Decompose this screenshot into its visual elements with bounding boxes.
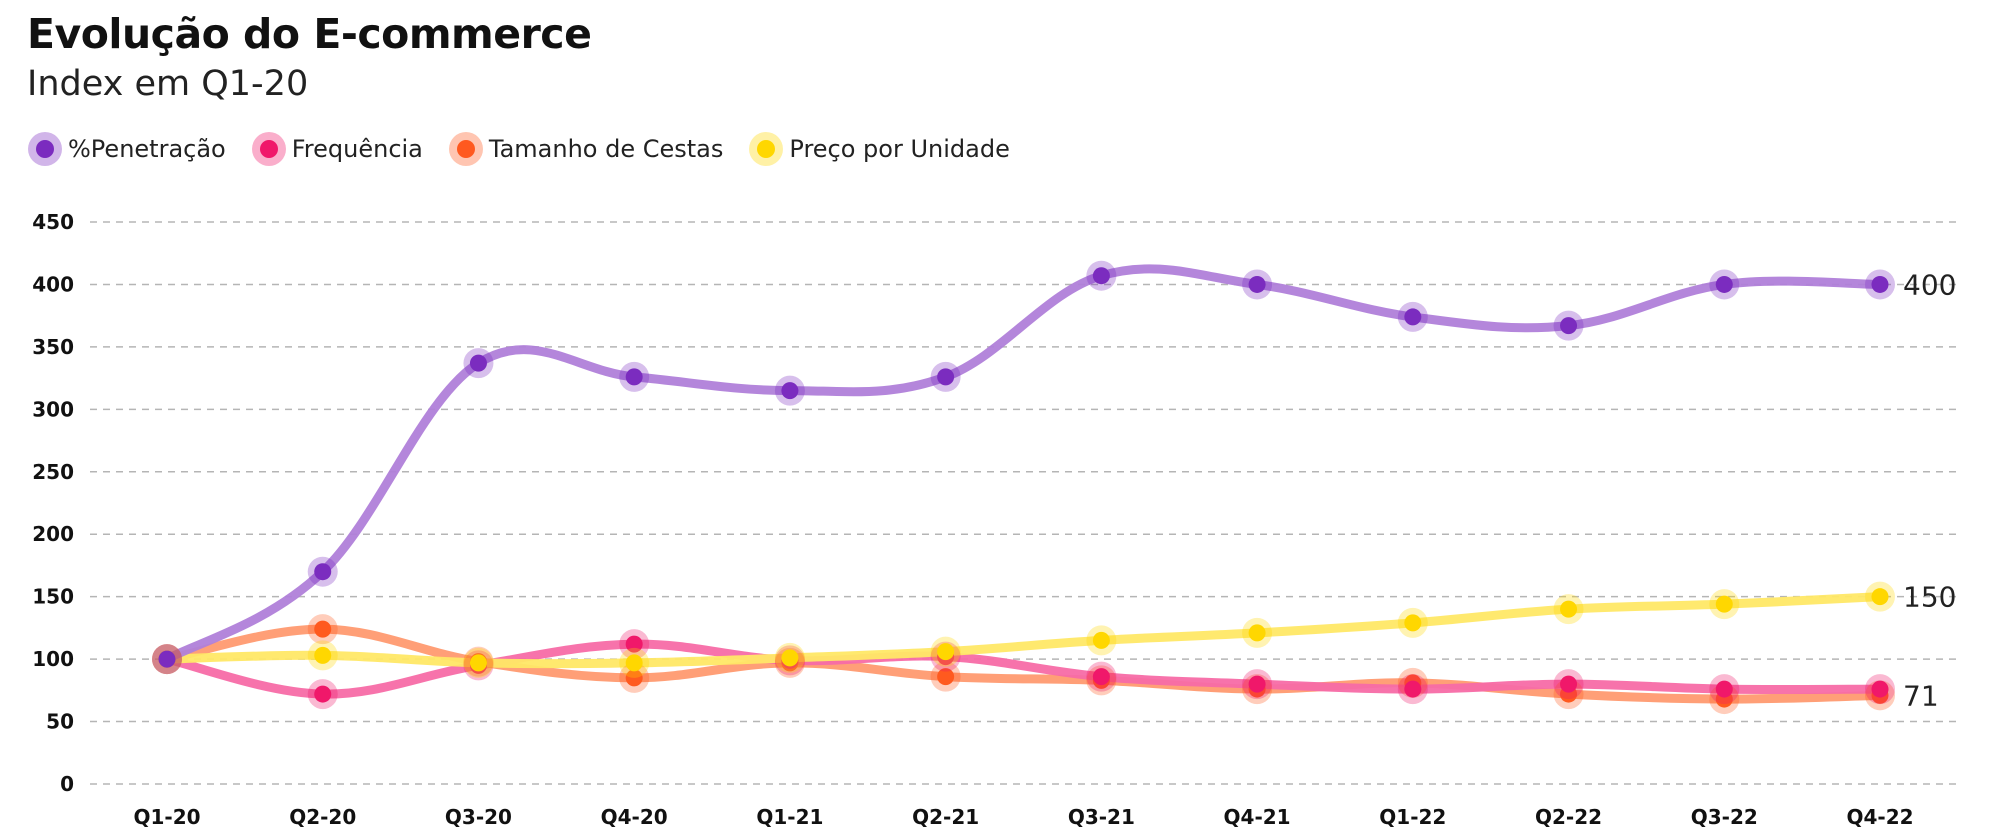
series-line-0 <box>162 264 1885 664</box>
data-point[interactable] <box>1715 595 1733 613</box>
data-point[interactable] <box>1871 275 1889 293</box>
y-tick-label: 200 <box>32 522 74 546</box>
data-point[interactable] <box>625 368 643 386</box>
data-point[interactable] <box>625 635 643 653</box>
series-lines <box>162 264 1885 704</box>
legend-label-preco-unidade: Preço por Unidade <box>789 135 1010 163</box>
data-point[interactable] <box>1715 275 1733 293</box>
x-tick-label: Q1-22 <box>1379 805 1446 829</box>
end-value-label: 400 <box>1903 268 1956 301</box>
data-point[interactable] <box>1871 588 1889 606</box>
data-point[interactable] <box>314 563 332 581</box>
y-tick-label: 300 <box>32 397 74 421</box>
data-point[interactable] <box>314 620 332 638</box>
data-point[interactable] <box>1560 675 1578 693</box>
series-points <box>152 260 1895 715</box>
data-point[interactable] <box>1248 675 1266 693</box>
end-labels: 400 150 71 <box>1903 268 1956 712</box>
y-tick-label: 150 <box>32 585 74 609</box>
data-point[interactable] <box>469 354 487 372</box>
data-point[interactable] <box>625 654 643 672</box>
chart-title: Evolução do E-commerce <box>27 10 592 58</box>
x-tick-label: Q3-21 <box>1068 805 1135 829</box>
legend-dot-tamanho-cestas-icon <box>448 132 483 166</box>
data-point[interactable] <box>937 668 955 686</box>
data-point[interactable] <box>937 368 955 386</box>
x-tick-label: Q2-20 <box>289 805 356 829</box>
legend: %Penetração Frequência Tamanho de Cestas… <box>28 132 1044 166</box>
y-tick-label: 50 <box>46 710 74 734</box>
y-tick-label: 450 <box>32 210 74 234</box>
end-value-label: 71 <box>1903 679 1939 712</box>
data-point[interactable] <box>625 669 643 687</box>
end-value-label: 150 <box>1903 581 1956 614</box>
data-point[interactable] <box>937 643 955 661</box>
x-tick-label: Q4-21 <box>1224 805 1291 829</box>
y-tick-label: 0 <box>60 772 74 796</box>
y-axis-ticks: 0 50 100 150 200 250 300 350 400 450 <box>32 210 74 796</box>
data-point[interactable] <box>1715 680 1733 698</box>
legend-item-tamanho-cestas[interactable]: Tamanho de Cestas <box>448 132 724 166</box>
legend-item-preco-unidade[interactable]: Preço por Unidade <box>749 132 1010 166</box>
data-point[interactable] <box>158 650 176 668</box>
y-tick-label: 400 <box>32 272 74 296</box>
data-point[interactable] <box>314 646 332 664</box>
x-tick-label: Q3-20 <box>445 805 512 829</box>
data-point[interactable] <box>1560 317 1578 335</box>
x-tick-label: Q3-22 <box>1691 805 1758 829</box>
legend-label-penetracao: %Penetração <box>68 135 226 163</box>
data-point[interactable] <box>1248 275 1266 293</box>
data-point[interactable] <box>1248 624 1266 642</box>
data-point[interactable] <box>1404 308 1422 326</box>
x-tick-label: Q4-20 <box>601 805 668 829</box>
x-tick-label: Q1-21 <box>756 805 823 829</box>
data-point[interactable] <box>1404 680 1422 698</box>
legend-label-frequencia: Frequência <box>291 135 423 163</box>
series-line-1 <box>162 639 1885 699</box>
x-tick-label: Q2-21 <box>912 805 979 829</box>
x-tick-label: Q2-22 <box>1535 805 1602 829</box>
y-tick-label: 350 <box>32 335 74 359</box>
data-point[interactable] <box>781 382 799 400</box>
data-point[interactable] <box>314 685 332 703</box>
legend-item-frequencia[interactable]: Frequência <box>251 132 423 166</box>
data-point[interactable] <box>1092 668 1110 686</box>
data-point[interactable] <box>1092 267 1110 285</box>
chart-subtitle: Index em Q1-20 <box>27 64 309 104</box>
data-point[interactable] <box>781 649 799 667</box>
legend-label-tamanho-cestas: Tamanho de Cestas <box>488 135 724 163</box>
x-tick-label: Q4-22 <box>1846 805 1913 829</box>
y-tick-label: 100 <box>32 647 74 671</box>
legend-dot-frequencia-icon <box>251 132 286 166</box>
legend-item-penetracao[interactable]: %Penetração <box>28 132 226 166</box>
x-axis-ticks: Q1-20 Q2-20 Q3-20 Q4-20 Q1-21 Q2-21 Q3-21 Q4-21… <box>133 805 1913 829</box>
legend-dot-penetracao-icon <box>28 132 62 166</box>
y-tick-label: 250 <box>32 460 74 484</box>
legend-dot-preco-unidade-icon <box>749 132 784 166</box>
data-point[interactable] <box>1871 680 1889 698</box>
data-point[interactable] <box>1404 614 1422 632</box>
data-point[interactable] <box>1560 600 1578 618</box>
x-tick-label: Q1-20 <box>133 805 200 829</box>
series-line-3 <box>162 592 1885 669</box>
data-point[interactable] <box>469 654 487 672</box>
data-point[interactable] <box>1092 631 1110 649</box>
